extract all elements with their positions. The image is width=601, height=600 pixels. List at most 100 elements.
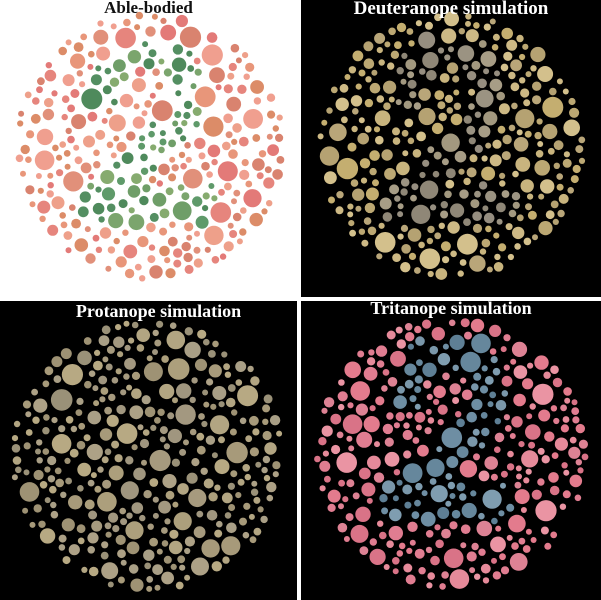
background-dot xyxy=(269,415,281,426)
digit-dot xyxy=(154,339,162,347)
background-dot xyxy=(262,430,272,441)
background-dot xyxy=(447,221,460,234)
digit-dot xyxy=(501,390,509,397)
digit-dot xyxy=(133,467,146,481)
background-dot xyxy=(338,403,345,411)
background-dot xyxy=(44,97,54,108)
background-dot xyxy=(223,363,231,371)
background-dot xyxy=(515,465,522,472)
background-dot xyxy=(374,441,380,448)
background-dot xyxy=(448,319,456,327)
digit-dot xyxy=(419,68,426,75)
background-dot xyxy=(135,11,144,20)
background-dot xyxy=(253,527,262,536)
background-dot xyxy=(478,470,490,482)
background-dot xyxy=(157,408,165,416)
background-dot xyxy=(18,110,25,117)
digit-dot xyxy=(94,485,102,493)
background-dot xyxy=(200,467,208,475)
background-dot xyxy=(439,73,450,83)
digit-dot xyxy=(165,490,175,500)
background-dot xyxy=(73,144,80,151)
background-dot xyxy=(525,71,532,78)
background-dot xyxy=(453,89,460,96)
background-dot xyxy=(80,33,88,41)
background-dot xyxy=(59,141,66,148)
background-dot xyxy=(81,566,88,573)
background-dot xyxy=(79,81,86,88)
digit-dot xyxy=(124,357,136,370)
background-dot xyxy=(93,360,103,371)
background-dot xyxy=(162,474,177,489)
background-dot xyxy=(336,431,344,439)
background-dot xyxy=(101,325,111,335)
background-dot xyxy=(556,173,563,180)
background-dot xyxy=(568,97,576,106)
background-dot xyxy=(249,536,257,544)
digit-dot xyxy=(404,379,414,389)
background-dot xyxy=(123,18,131,27)
background-dot xyxy=(139,275,146,282)
digit-dot xyxy=(407,71,415,79)
background-dot xyxy=(414,411,426,423)
background-dot xyxy=(330,86,338,94)
digit-dot xyxy=(492,367,501,376)
digit-dot xyxy=(108,512,119,523)
background-dot xyxy=(537,447,545,455)
background-dot xyxy=(184,327,193,336)
background-dot xyxy=(384,168,396,180)
background-dot xyxy=(93,29,109,45)
background-dot xyxy=(105,531,112,538)
background-dot xyxy=(131,388,142,399)
background-dot xyxy=(184,536,195,547)
background-dot xyxy=(267,144,279,157)
background-dot xyxy=(161,571,175,585)
digit-dot xyxy=(175,404,196,425)
background-dot xyxy=(60,221,68,229)
background-dot xyxy=(393,422,400,429)
background-dot xyxy=(151,13,158,20)
background-dot xyxy=(532,95,542,105)
background-dot xyxy=(63,150,71,157)
background-dot xyxy=(228,62,237,72)
background-dot xyxy=(369,150,380,161)
background-dot xyxy=(563,151,570,158)
background-dot xyxy=(364,202,376,214)
digit-dot xyxy=(478,125,491,138)
background-dot xyxy=(400,262,411,273)
background-dot xyxy=(60,348,72,360)
background-dot xyxy=(509,553,528,571)
digit-dot xyxy=(508,209,517,218)
background-dot xyxy=(75,409,83,416)
background-dot xyxy=(42,380,50,388)
background-dot xyxy=(252,158,265,171)
background-dot xyxy=(449,383,461,395)
background-dot xyxy=(575,423,585,434)
background-dot xyxy=(518,537,526,545)
background-dot xyxy=(394,41,402,49)
background-dot xyxy=(224,512,232,519)
digit-dot xyxy=(392,495,399,502)
background-dot xyxy=(168,173,177,182)
digit-dot xyxy=(100,170,115,184)
digit-dot xyxy=(459,189,469,199)
digit-dot xyxy=(420,511,436,527)
background-dot xyxy=(155,82,164,90)
background-dot xyxy=(206,171,213,178)
digit-dot xyxy=(405,59,417,70)
background-dot xyxy=(11,474,18,481)
background-dot xyxy=(368,349,375,356)
background-dot xyxy=(511,542,519,550)
background-dot xyxy=(458,168,465,175)
background-dot xyxy=(435,539,444,549)
background-dot xyxy=(209,67,225,84)
digit-dot xyxy=(411,183,419,191)
background-dot xyxy=(229,230,238,238)
background-dot xyxy=(193,57,201,65)
background-dot xyxy=(262,418,269,425)
background-dot xyxy=(44,497,51,504)
background-dot xyxy=(337,522,348,533)
background-dot xyxy=(123,320,130,327)
background-dot xyxy=(575,145,584,154)
background-dot xyxy=(426,582,433,589)
